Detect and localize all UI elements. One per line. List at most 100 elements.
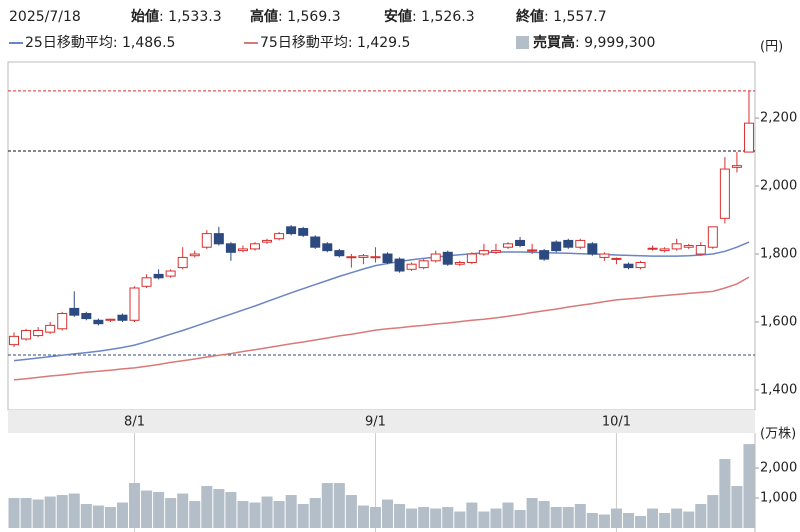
legend-value: : 9,999,300: [575, 35, 655, 51]
header-label: 高値: [250, 8, 278, 25]
volume-bar: [309, 498, 321, 528]
y-tick-label: 1,800: [760, 247, 797, 262]
candle-body: [201, 233, 212, 248]
legend-swatch: [516, 36, 529, 49]
volume-bar: [189, 501, 201, 528]
volume-bar: [514, 510, 526, 528]
candle-body: [153, 273, 164, 279]
candle-body: [599, 253, 610, 258]
candle-body: [647, 247, 658, 250]
volume-bar: [490, 508, 502, 528]
volume-bar: [213, 489, 225, 528]
volume-bar: [333, 483, 345, 528]
volume-tick-label: 1,000: [760, 491, 797, 506]
candle-body: [683, 245, 694, 248]
candle-body: [370, 256, 381, 259]
candle-body: [454, 262, 465, 265]
candle-body: [129, 287, 140, 321]
volume-bar: [574, 504, 586, 528]
candle-body: [21, 329, 32, 340]
volume-bar: [731, 486, 743, 528]
candle-body: [286, 226, 297, 235]
x-tick-label: 8/1: [124, 415, 145, 430]
volume-bar: [466, 502, 478, 528]
volume-bar: [357, 505, 369, 528]
candle-body: [141, 277, 152, 287]
date-strip: [8, 410, 755, 433]
header-field: 安値: 1,526.3: [384, 8, 475, 25]
y-tick-label: 1,600: [760, 314, 797, 329]
volume-bar: [743, 444, 755, 528]
volume-bar: [44, 496, 56, 528]
volume-bar: [80, 504, 92, 528]
x-tick-label: 9/1: [365, 415, 386, 430]
candle-body: [430, 253, 441, 262]
volume-bar: [671, 508, 683, 528]
volume-bar: [273, 501, 285, 528]
volume-bar: [128, 483, 141, 528]
volume-bar: [68, 493, 80, 528]
legend-name: 売買高: [533, 34, 575, 51]
volume-bar: [141, 490, 153, 528]
volume-bar: [586, 513, 598, 528]
volume-bar: [610, 508, 622, 528]
volume-bar: [382, 499, 394, 528]
y-tick-label: 2,000: [760, 179, 797, 194]
candle-body: [382, 253, 393, 264]
candle-body: [33, 329, 44, 337]
candle-body: [93, 319, 104, 325]
candle-body: [81, 312, 92, 320]
legend-name: 75日移動平均: [260, 35, 348, 51]
header-value: : 1,557.7: [544, 9, 607, 25]
header-date: 2025/7/18: [9, 9, 81, 25]
header-field: 始値: 1,533.3: [131, 8, 222, 25]
header-label: 始値: [131, 8, 159, 25]
candle-body: [671, 243, 682, 250]
candle-body: [731, 165, 742, 168]
candle-body: [515, 239, 526, 247]
candle-body: [237, 248, 248, 252]
candle-body: [394, 258, 405, 272]
volume-bar: [225, 492, 237, 528]
volume-bar: [20, 498, 32, 528]
volume-bar: [32, 499, 44, 528]
candle-body: [490, 250, 501, 253]
candle-body: [213, 233, 224, 245]
legend-entry: 25日移動平均: 1,486.5: [25, 35, 175, 51]
legend-name: 25日移動平均: [25, 35, 113, 51]
volume-bar: [550, 507, 562, 528]
candle-body: [117, 314, 128, 321]
volume-bar: [237, 501, 249, 528]
candle-body: [358, 255, 369, 258]
candle-body: [551, 241, 562, 252]
candle-body: [165, 270, 176, 277]
volume-bar: [502, 502, 514, 528]
legend-entry: 75日移動平均: 1,429.5: [260, 35, 410, 51]
volume-bar: [285, 495, 297, 528]
ma-line: [13, 276, 750, 381]
volume-bar: [406, 508, 418, 528]
candle-body: [587, 243, 598, 255]
candle-body: [334, 250, 345, 257]
volume-bar: [369, 507, 381, 528]
candle-body: [539, 250, 550, 260]
volume-bar: [538, 501, 550, 528]
candle-body: [225, 243, 236, 253]
volume-bar: [165, 498, 177, 528]
volume-bar: [647, 508, 659, 528]
candle-body: [406, 263, 417, 270]
candle-body: [189, 253, 200, 257]
candle-body: [9, 335, 20, 346]
candle-body: [249, 243, 260, 250]
candle-body: [69, 307, 80, 316]
volume-bar: [56, 495, 68, 528]
header-field: 高値: 1,569.3: [250, 8, 341, 25]
header-label: 終値: [516, 8, 544, 25]
volume-bar: [598, 514, 610, 528]
candle-body: [177, 256, 188, 269]
volume-bar: [478, 511, 490, 528]
candle-body: [322, 243, 333, 252]
candle-body: [466, 253, 477, 264]
